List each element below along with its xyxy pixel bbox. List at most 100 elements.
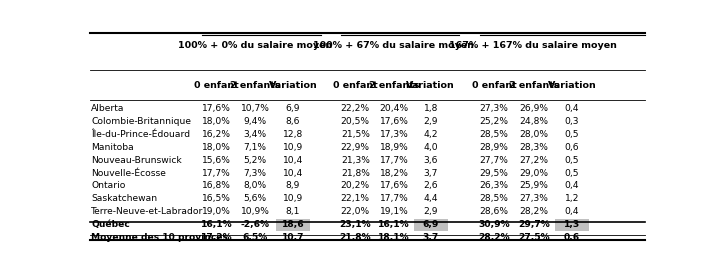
Text: 10,9: 10,9 <box>283 143 303 152</box>
Text: 18,2%: 18,2% <box>380 169 409 178</box>
Text: 15,6%: 15,6% <box>202 156 231 165</box>
Text: 2,9: 2,9 <box>424 117 438 126</box>
Text: 28,3%: 28,3% <box>520 143 549 152</box>
Text: 100% + 0% du salaire moyen: 100% + 0% du salaire moyen <box>178 41 332 50</box>
Text: 7,3%: 7,3% <box>244 169 267 178</box>
Text: 27,3%: 27,3% <box>480 104 508 113</box>
Text: Variation: Variation <box>548 81 597 90</box>
Text: Moyenne des 10 provinces: Moyenne des 10 provinces <box>91 233 228 242</box>
Text: 10,4: 10,4 <box>282 169 303 178</box>
Text: 5,2%: 5,2% <box>244 156 267 165</box>
FancyBboxPatch shape <box>276 219 310 231</box>
Text: 9,4%: 9,4% <box>244 117 267 126</box>
Text: 6,5%: 6,5% <box>242 233 268 242</box>
Text: 22,0%: 22,0% <box>341 207 370 216</box>
Text: 22,1%: 22,1% <box>341 194 370 203</box>
Text: 1,3: 1,3 <box>564 220 580 229</box>
Text: 2 enfants: 2 enfants <box>230 81 280 90</box>
Text: 16,1%: 16,1% <box>379 220 410 229</box>
Text: 5,6%: 5,6% <box>244 194 267 203</box>
Text: 0,6: 0,6 <box>565 143 579 152</box>
Text: 7,1%: 7,1% <box>244 143 267 152</box>
Text: 8,0%: 8,0% <box>244 181 267 190</box>
Text: Nouveau-Brunswick: Nouveau-Brunswick <box>91 156 182 165</box>
Text: 19,0%: 19,0% <box>202 207 231 216</box>
Text: 10,9%: 10,9% <box>241 207 270 216</box>
Text: 17,6%: 17,6% <box>380 181 409 190</box>
Text: 3,4%: 3,4% <box>244 130 267 139</box>
Text: 17,3%: 17,3% <box>380 130 409 139</box>
Text: 17,6%: 17,6% <box>202 104 231 113</box>
Text: 27,7%: 27,7% <box>480 156 508 165</box>
Text: 2 enfants: 2 enfants <box>509 81 559 90</box>
Text: 6,9: 6,9 <box>422 220 439 229</box>
Text: 21,3%: 21,3% <box>341 156 370 165</box>
Text: 26,3%: 26,3% <box>480 181 508 190</box>
Text: 18,0%: 18,0% <box>202 143 231 152</box>
Text: 0,3: 0,3 <box>565 117 579 126</box>
Text: 8,9: 8,9 <box>286 181 300 190</box>
Text: 0,4: 0,4 <box>565 104 579 113</box>
Text: 22,9%: 22,9% <box>341 143 370 152</box>
Text: 10,7%: 10,7% <box>241 104 270 113</box>
Text: 3,7: 3,7 <box>423 233 439 242</box>
Text: 27,3%: 27,3% <box>520 194 549 203</box>
Text: 24,8%: 24,8% <box>520 117 549 126</box>
Text: Terre-Neuve-et-Labrador: Terre-Neuve-et-Labrador <box>91 207 204 216</box>
Text: 20,4%: 20,4% <box>379 104 409 113</box>
Text: 0,5: 0,5 <box>565 156 579 165</box>
Text: 28,0%: 28,0% <box>520 130 549 139</box>
Text: 17,7%: 17,7% <box>380 194 409 203</box>
Text: 167% + 167% du salaire moyen: 167% + 167% du salaire moyen <box>449 41 617 50</box>
Text: 21,8%: 21,8% <box>341 169 370 178</box>
Text: 10,4: 10,4 <box>282 156 303 165</box>
Text: 8,1: 8,1 <box>286 207 300 216</box>
Text: 0,5: 0,5 <box>565 169 579 178</box>
Text: 26,9%: 26,9% <box>520 104 549 113</box>
Text: 8,6: 8,6 <box>286 117 300 126</box>
Text: Manitoba: Manitoba <box>91 143 134 152</box>
Text: 16,2%: 16,2% <box>201 130 231 139</box>
Text: -2,6%: -2,6% <box>241 220 270 229</box>
Text: 28,2%: 28,2% <box>478 233 510 242</box>
Text: Alberta: Alberta <box>91 104 125 113</box>
Text: 0 enfant: 0 enfant <box>333 81 378 90</box>
Text: 16,8%: 16,8% <box>202 181 231 190</box>
Text: 0,4: 0,4 <box>565 181 579 190</box>
Text: 0,6: 0,6 <box>564 233 580 242</box>
Text: 0 enfant: 0 enfant <box>472 81 516 90</box>
Text: 29,0%: 29,0% <box>520 169 549 178</box>
Text: 28,6%: 28,6% <box>480 207 508 216</box>
Text: 16,5%: 16,5% <box>202 194 231 203</box>
Text: Variation: Variation <box>269 81 318 90</box>
Text: 0,4: 0,4 <box>565 207 579 216</box>
Text: 29,5%: 29,5% <box>480 169 508 178</box>
Text: 18,9%: 18,9% <box>380 143 409 152</box>
Text: 18,1%: 18,1% <box>379 233 410 242</box>
Text: 27,5%: 27,5% <box>518 233 550 242</box>
Text: Nouvelle-Écosse: Nouvelle-Écosse <box>91 169 166 178</box>
Text: 6,9: 6,9 <box>286 104 300 113</box>
Text: 22,2%: 22,2% <box>341 104 370 113</box>
Text: 30,9%: 30,9% <box>478 220 510 229</box>
Text: 3,6: 3,6 <box>424 156 438 165</box>
Text: 28,2%: 28,2% <box>520 207 549 216</box>
Text: 27,2%: 27,2% <box>520 156 549 165</box>
Text: 0 enfant: 0 enfant <box>194 81 239 90</box>
Text: 17,7%: 17,7% <box>202 169 231 178</box>
Text: 28,5%: 28,5% <box>480 130 508 139</box>
Text: 20,2%: 20,2% <box>341 181 370 190</box>
Text: 19,1%: 19,1% <box>380 207 409 216</box>
Text: 10,7: 10,7 <box>282 233 304 242</box>
Text: 4,0: 4,0 <box>424 143 438 152</box>
Text: 18,0%: 18,0% <box>202 117 231 126</box>
Text: 1,8: 1,8 <box>424 104 438 113</box>
Text: Québec: Québec <box>91 220 130 229</box>
Text: 25,9%: 25,9% <box>520 181 549 190</box>
Text: 18,6: 18,6 <box>282 220 304 229</box>
Text: 2,9: 2,9 <box>424 207 438 216</box>
Text: 12,8: 12,8 <box>283 130 303 139</box>
Text: Saskatchewan: Saskatchewan <box>91 194 158 203</box>
Text: Ontario: Ontario <box>91 181 125 190</box>
Text: 21,5%: 21,5% <box>341 130 370 139</box>
